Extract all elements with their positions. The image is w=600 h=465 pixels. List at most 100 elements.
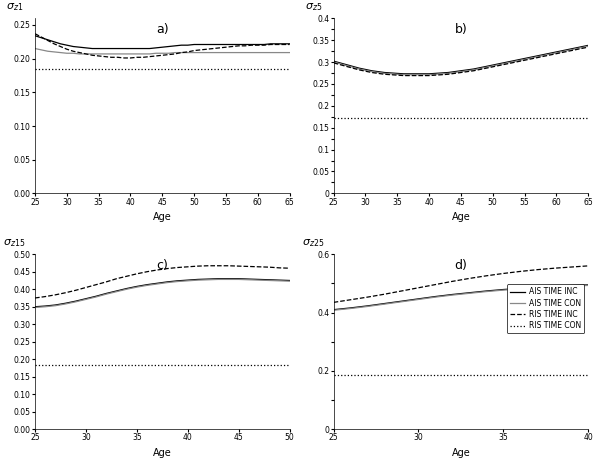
AIS TIME CON: [267, 50, 274, 55]
AIS TIME CON: [245, 277, 253, 283]
RIS TIME INC: [381, 292, 388, 297]
RIS TIME INC: [349, 66, 356, 71]
RIS TIME CON: [551, 372, 558, 378]
AIS TIME INC: [330, 307, 337, 312]
AIS TIME INC: [508, 58, 515, 64]
RIS TIME INC: [205, 263, 212, 269]
RIS TIME CON: [57, 66, 64, 72]
RIS TIME INC: [140, 54, 147, 60]
RIS TIME CON: [415, 372, 422, 378]
RIS TIME INC: [178, 50, 185, 55]
RIS TIME CON: [216, 66, 223, 72]
AIS TIME CON: [194, 277, 202, 283]
RIS TIME CON: [568, 372, 575, 378]
RIS TIME INC: [229, 44, 236, 49]
RIS TIME CON: [400, 115, 407, 121]
RIS TIME INC: [203, 46, 211, 52]
RIS TIME CON: [451, 115, 458, 121]
RIS TIME INC: [95, 53, 102, 59]
RIS TIME CON: [425, 115, 433, 121]
RIS TIME INC: [143, 269, 151, 274]
AIS TIME CON: [165, 51, 172, 56]
AIS TIME CON: [152, 51, 160, 56]
RIS TIME INC: [172, 51, 179, 57]
AIS TIME CON: [52, 303, 59, 308]
AIS TIME CON: [400, 72, 407, 78]
RIS TIME INC: [451, 71, 458, 76]
RIS TIME INC: [266, 265, 273, 270]
AIS TIME CON: [76, 51, 83, 57]
AIS TIME INC: [184, 42, 191, 48]
AIS TIME INC: [568, 283, 575, 288]
AIS TIME INC: [476, 65, 484, 71]
RIS TIME INC: [101, 54, 109, 60]
AIS TIME INC: [343, 62, 350, 67]
AIS TIME INC: [517, 286, 524, 291]
RIS TIME INC: [517, 269, 524, 274]
AIS TIME INC: [572, 45, 579, 51]
AIS TIME CON: [483, 289, 490, 294]
AIS TIME INC: [52, 302, 59, 308]
RIS TIME CON: [483, 372, 490, 378]
RIS TIME INC: [164, 266, 171, 272]
Line: AIS TIME INC: AIS TIME INC: [334, 285, 588, 310]
AIS TIME CON: [451, 70, 458, 75]
AIS TIME INC: [178, 42, 185, 48]
RIS TIME INC: [533, 267, 541, 272]
RIS TIME INC: [260, 42, 268, 48]
AIS TIME INC: [31, 33, 38, 39]
X-axis label: Age: Age: [153, 448, 172, 458]
AIS TIME CON: [209, 50, 217, 55]
AIS TIME INC: [70, 44, 77, 49]
AIS TIME CON: [388, 71, 395, 77]
RIS TIME INC: [127, 55, 134, 61]
AIS TIME INC: [565, 46, 572, 52]
Line: AIS TIME INC: AIS TIME INC: [334, 46, 588, 74]
AIS TIME CON: [496, 62, 503, 67]
RIS TIME CON: [174, 362, 181, 368]
RIS TIME CON: [108, 66, 115, 72]
RIS TIME CON: [225, 362, 232, 368]
RIS TIME CON: [374, 115, 382, 121]
AIS TIME INC: [280, 41, 287, 46]
AIS TIME CON: [103, 292, 110, 297]
RIS TIME CON: [31, 66, 38, 72]
AIS TIME CON: [286, 279, 293, 284]
AIS TIME CON: [154, 281, 161, 287]
AIS TIME INC: [241, 42, 248, 47]
X-axis label: Age: Age: [452, 212, 470, 222]
RIS TIME CON: [267, 66, 274, 72]
AIS TIME INC: [578, 44, 586, 49]
AIS TIME CON: [146, 51, 153, 57]
AIS TIME CON: [337, 61, 344, 66]
RIS TIME INC: [568, 264, 575, 270]
AIS TIME INC: [355, 66, 362, 71]
AIS TIME CON: [413, 72, 420, 78]
RIS TIME INC: [413, 73, 420, 79]
RIS TIME CON: [89, 66, 96, 72]
AIS TIME INC: [266, 277, 273, 283]
AIS TIME CON: [517, 286, 524, 292]
RIS TIME CON: [343, 115, 350, 121]
AIS TIME INC: [248, 42, 255, 47]
AIS TIME CON: [381, 71, 388, 76]
AIS TIME CON: [50, 49, 58, 55]
AIS TIME INC: [235, 42, 242, 47]
RIS TIME CON: [406, 115, 413, 121]
AIS TIME CON: [349, 65, 356, 70]
RIS TIME INC: [343, 64, 350, 69]
AIS TIME CON: [515, 58, 522, 64]
RIS TIME CON: [95, 66, 102, 72]
AIS TIME CON: [568, 283, 575, 289]
AIS TIME INC: [466, 290, 473, 296]
AIS TIME CON: [273, 50, 280, 55]
RIS TIME INC: [235, 43, 242, 49]
Text: a): a): [156, 23, 169, 36]
AIS TIME INC: [194, 277, 202, 282]
RIS TIME CON: [388, 115, 395, 121]
Y-axis label: $\sigma_{z15}$: $\sigma_{z15}$: [4, 237, 26, 249]
RIS TIME CON: [432, 115, 439, 121]
AIS TIME CON: [445, 71, 452, 76]
RIS TIME CON: [215, 362, 222, 368]
RIS TIME CON: [521, 115, 528, 121]
